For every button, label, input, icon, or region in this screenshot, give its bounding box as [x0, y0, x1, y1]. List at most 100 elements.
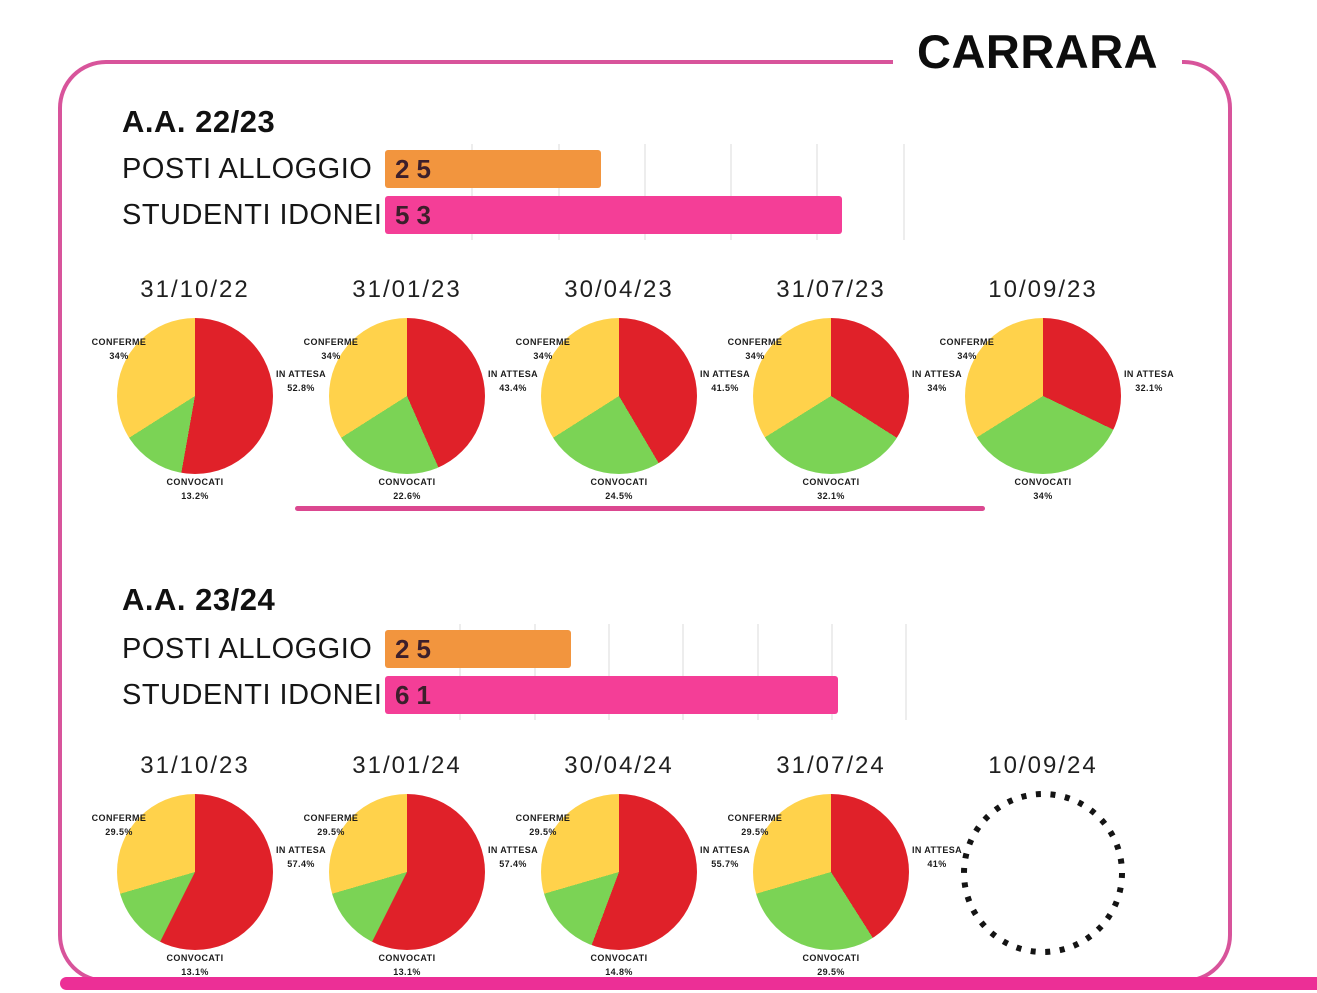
- pie-label-convocati: CONVOCATI 32.1%: [795, 476, 867, 503]
- pie-chart-10-09-23: 10/09/23 CONFERME 34% IN ATTESA 32.1% CO…: [937, 276, 1174, 501]
- pie-wrap: CONFERME 34% IN ATTESA 34% CONVOCATI 32.…: [725, 318, 962, 501]
- pie-wrap: CONFERME 34% IN ATTESA 32.1% CONVOCATI 3…: [937, 318, 1174, 501]
- pie-label-conferme: CONFERME 29.5%: [295, 812, 367, 839]
- pie-label-pct: 32.1%: [1135, 382, 1163, 393]
- pie-label-pct: 52.8%: [287, 382, 315, 393]
- pie-label-pct: 57.4%: [287, 858, 315, 869]
- pie-wrap: CONFERME 29.5% IN ATTESA 55.7% CONVOCATI…: [513, 794, 750, 977]
- pie-date: 10/09/24: [988, 752, 1098, 779]
- pie-label-pct: 34%: [927, 382, 947, 393]
- pie-label-in-attesa: IN ATTESA 32.1%: [1113, 368, 1185, 395]
- pie-label-name: IN ATTESA: [487, 369, 539, 379]
- pie-chart-31-01-23: 31/01/23 CONFERME 34% IN ATTESA 43.4% CO…: [301, 276, 538, 501]
- pie-label-name: CONFERME: [91, 813, 147, 823]
- pie-label-pct: 14.8%: [605, 966, 633, 977]
- pie-label-conferme: CONFERME 34%: [295, 336, 367, 363]
- gridlines: [385, 624, 920, 720]
- pie-wrap: CONFERME 29.5% IN ATTESA 57.4% CONVOCATI…: [301, 794, 538, 977]
- pie-label-name: CONFERME: [91, 337, 147, 347]
- pie-label-in-attesa: IN ATTESA 52.8%: [265, 368, 337, 395]
- bar-row-studenti-idonei: STUDENTI IDONEI 61: [122, 676, 922, 714]
- pie-date: 30/04/23: [564, 276, 674, 303]
- bar-value-studenti-idonei: 53: [395, 200, 438, 230]
- bar-value-posti-alloggio: 25: [395, 634, 438, 664]
- pie-label-conferme: CONFERME 29.5%: [83, 812, 155, 839]
- bottom-strip: [60, 977, 1317, 990]
- pie-chart-30-04-24: 30/04/24 CONFERME 29.5% IN ATTESA 55.7% …: [513, 752, 750, 977]
- pie-chart-31-10-22: 31/10/22 CONFERME 34% IN ATTESA 52.8% CO…: [89, 276, 326, 501]
- pie-wrap: CONFERME 29.5% IN ATTESA 57.4% CONVOCATI…: [89, 794, 326, 977]
- bar-posti-alloggio: 25: [385, 150, 601, 188]
- pie-label-pct: 24.5%: [605, 490, 633, 501]
- section-heading-aa-22-23: A.A. 22/23: [122, 104, 276, 139]
- pie-label-pct: 34%: [957, 350, 977, 361]
- pie-label-pct: 34%: [1033, 490, 1053, 501]
- pie-row-aa-23-24: 31/10/23 CONFERME 29.5% IN ATTESA 57.4% …: [89, 752, 1149, 977]
- bar-label-posti-alloggio: POSTI ALLOGGIO: [122, 633, 373, 665]
- bar-value-studenti-idonei: 61: [395, 680, 438, 710]
- bar-row-studenti-idonei: STUDENTI IDONEI 53: [122, 196, 922, 234]
- pie-label-pct: 29.5%: [317, 826, 345, 837]
- pie-wrap: CONFERME 34% IN ATTESA 52.8% CONVOCATI 1…: [89, 318, 326, 501]
- pie-label-pct: 34%: [745, 350, 765, 361]
- pie-label-conferme: CONFERME 34%: [931, 336, 1003, 363]
- pie-date: 31/07/24: [776, 752, 886, 779]
- pie-label-pct: 29.5%: [741, 826, 769, 837]
- pie-label-convocati: CONVOCATI 29.5%: [795, 952, 867, 979]
- pie-label-pct: 34%: [533, 350, 553, 361]
- pie-label-in-attesa: IN ATTESA 43.4%: [477, 368, 549, 395]
- pie-date: 31/10/23: [140, 752, 250, 779]
- pie-label-in-attesa: IN ATTESA 57.4%: [477, 844, 549, 871]
- pie-label-name: IN ATTESA: [275, 845, 327, 855]
- pie-label-pct: 29.5%: [529, 826, 557, 837]
- pie-label-name: CONVOCATI: [802, 953, 860, 963]
- bar-label-studenti-idonei: STUDENTI IDONEI: [122, 679, 383, 711]
- pie-chart-10-09-24-empty: 10/09/24: [937, 752, 1149, 955]
- pie-label-convocati: CONVOCATI 14.8%: [583, 952, 655, 979]
- pie-label-pct: 34%: [321, 350, 341, 361]
- pie-date: 10/09/23: [988, 276, 1098, 303]
- pie-label-convocati: CONVOCATI 13.1%: [159, 952, 231, 979]
- pie-label-name: CONFERME: [939, 337, 995, 347]
- pie-label-name: CONFERME: [303, 813, 359, 823]
- pie-circle: [117, 794, 273, 950]
- section-divider: [295, 506, 985, 511]
- pie-chart-30-04-23: 30/04/23 CONFERME 34% IN ATTESA 41.5% CO…: [513, 276, 750, 501]
- pie-label-name: CONFERME: [727, 813, 783, 823]
- pie-label-name: CONFERME: [515, 337, 571, 347]
- pie-label-convocati: CONVOCATI 13.1%: [371, 952, 443, 979]
- bar-row-posti-alloggio: POSTI ALLOGGIO 25: [122, 150, 922, 188]
- empty-pie-dotted-circle-icon: [961, 791, 1125, 955]
- pie-label-name: IN ATTESA: [911, 369, 963, 379]
- pie-label-name: CONFERME: [515, 813, 571, 823]
- pie-label-in-attesa: IN ATTESA 57.4%: [265, 844, 337, 871]
- pie-circle: [541, 318, 697, 474]
- pie-label-name: IN ATTESA: [911, 845, 963, 855]
- pie-label-in-attesa: IN ATTESA 34%: [901, 368, 973, 395]
- pie-label-name: CONVOCATI: [378, 477, 436, 487]
- bar-label-studenti-idonei: STUDENTI IDONEI: [122, 199, 383, 231]
- bar-studenti-idonei: 61: [385, 676, 839, 714]
- pie-label-in-attesa: IN ATTESA 41%: [901, 844, 973, 871]
- pie-wrap: CONFERME 34% IN ATTESA 43.4% CONVOCATI 2…: [301, 318, 538, 501]
- pie-circle: [753, 318, 909, 474]
- pie-label-name: IN ATTESA: [699, 369, 751, 379]
- pie-chart-31-07-23: 31/07/23 CONFERME 34% IN ATTESA 34% CONV…: [725, 276, 962, 501]
- pie-label-name: IN ATTESA: [487, 845, 539, 855]
- pie-label-in-attesa: IN ATTESA 55.7%: [689, 844, 761, 871]
- pie-label-pct: 22.6%: [393, 490, 421, 501]
- pie-label-name: CONVOCATI: [378, 953, 436, 963]
- bar-chart-aa-22-23: POSTI ALLOGGIO 25 STUDENTI IDONEI 53: [122, 144, 922, 242]
- pie-label-name: CONVOCATI: [590, 477, 648, 487]
- pie-label-name: CONVOCATI: [1014, 477, 1072, 487]
- pie-label-name: CONVOCATI: [590, 953, 648, 963]
- pie-label-convocati: CONVOCATI 13.2%: [159, 476, 231, 503]
- bar-chart-aa-23-24: POSTI ALLOGGIO 25 STUDENTI IDONEI 61: [122, 624, 922, 722]
- pie-circle: [965, 318, 1121, 474]
- pie-label-name: CONVOCATI: [802, 477, 860, 487]
- pie-label-conferme: CONFERME 29.5%: [507, 812, 579, 839]
- pie-circle: [329, 794, 485, 950]
- pie-circle: [117, 318, 273, 474]
- pie-chart-31-07-24: 31/07/24 CONFERME 29.5% IN ATTESA 41% CO…: [725, 752, 962, 977]
